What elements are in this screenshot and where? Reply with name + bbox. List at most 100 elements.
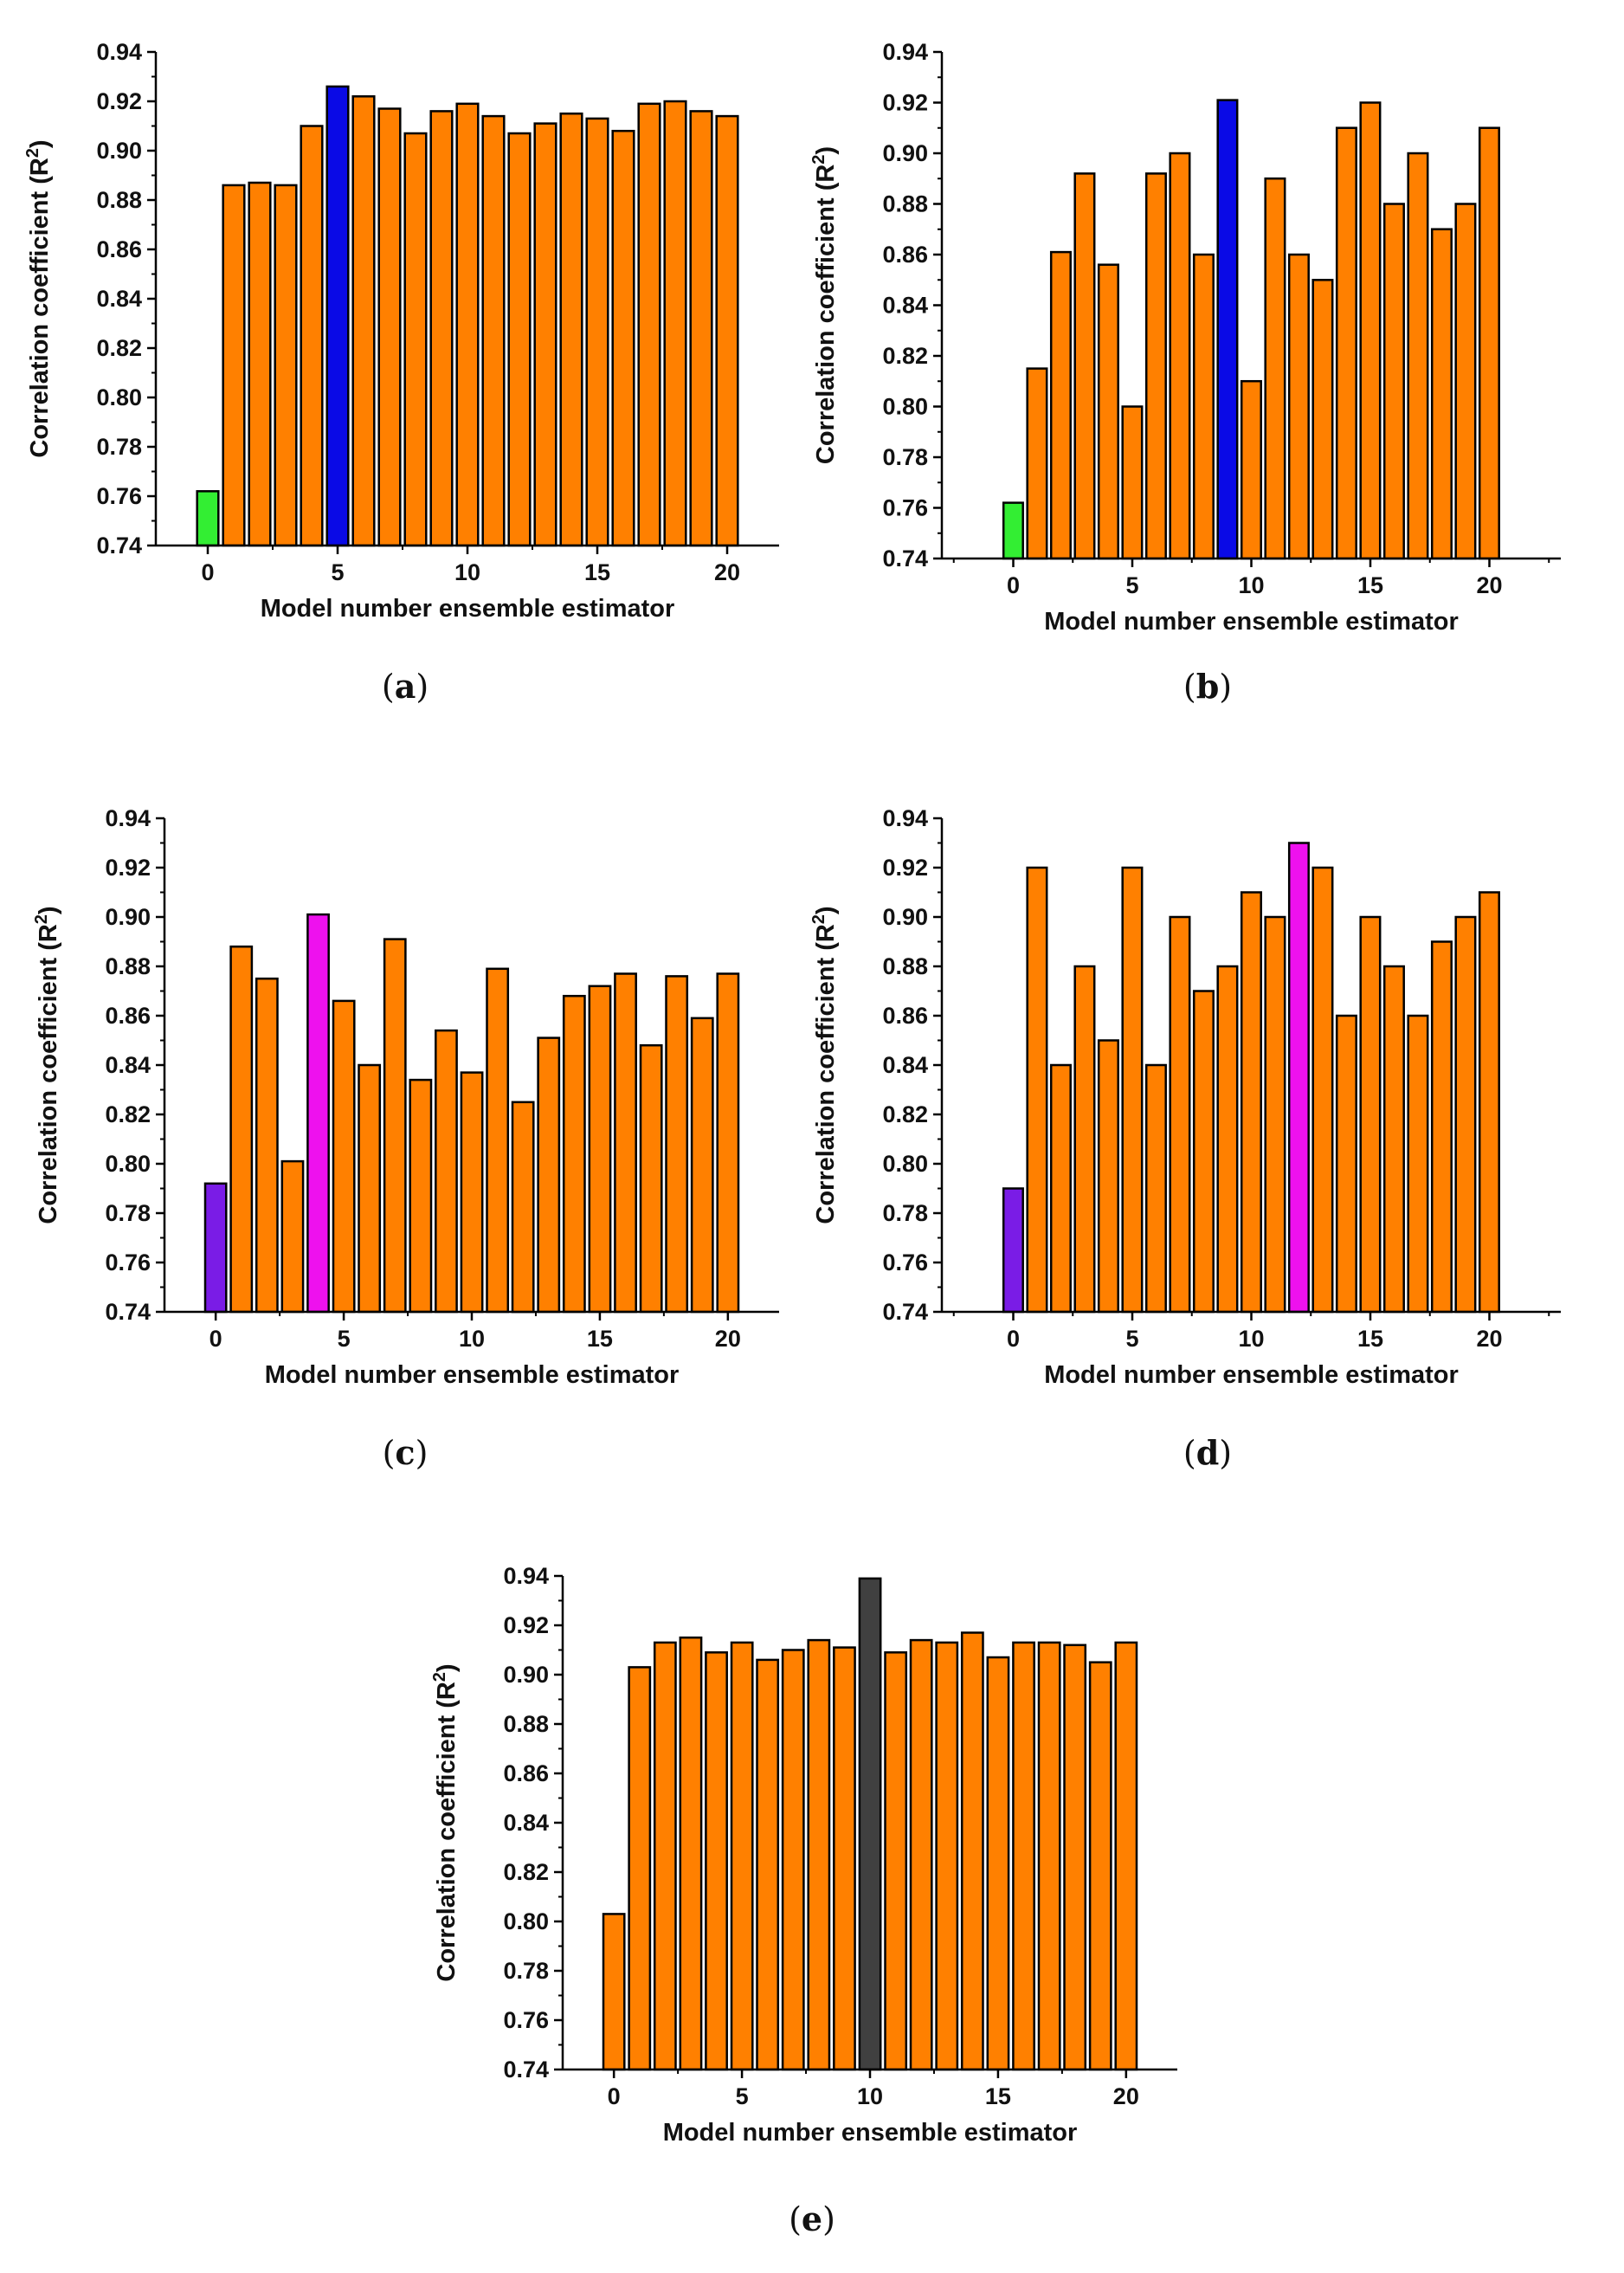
chart-e-bar-13 bbox=[935, 1641, 959, 2071]
chart-d-x-tick-label-1: 5 bbox=[1125, 1326, 1138, 1352]
chart-e-y-tick-label-6: 0.86 bbox=[503, 1760, 549, 1786]
chart-e-bar-9 bbox=[833, 1646, 856, 2071]
chart-e-bar-10 bbox=[858, 1577, 882, 2071]
chart-a-bar-8 bbox=[403, 132, 428, 547]
chart-b-y-axis-title: Correlation coefficient (R2) bbox=[809, 146, 840, 464]
chart-b-bar-17 bbox=[1407, 152, 1429, 560]
chart-e-bar-8 bbox=[807, 1638, 831, 2071]
chart-b-x-tick-label-4: 20 bbox=[1476, 572, 1502, 598]
chart-e-bar-12 bbox=[909, 1638, 933, 2071]
chart-d-bar-1 bbox=[1026, 866, 1048, 1314]
chart-e-y-tick-label-2: 0.78 bbox=[503, 1958, 549, 1984]
chart-a-y-tick-label-4: 0.82 bbox=[96, 335, 142, 361]
chart-e-bar-11 bbox=[884, 1651, 908, 2071]
chart-c-bar-2 bbox=[255, 977, 279, 1314]
chart-b-y-tick-label-9: 0.92 bbox=[882, 90, 928, 116]
chart-b-y-tick-label-0: 0.74 bbox=[882, 546, 928, 571]
chart-b-bar-10 bbox=[1240, 379, 1262, 560]
chart-d-bar-0 bbox=[1002, 1187, 1024, 1314]
chart-d-bar-2 bbox=[1049, 1063, 1072, 1314]
chart-d-y-tick-label-8: 0.90 bbox=[882, 904, 928, 930]
chart-d-x-tick-label-0: 0 bbox=[1007, 1326, 1020, 1352]
chart-c-y-tick-label-7: 0.88 bbox=[105, 953, 151, 979]
chart-b-y-tick-label-7: 0.88 bbox=[882, 191, 928, 217]
chart-d-bar-5 bbox=[1121, 866, 1144, 1314]
chart-e-bar-3 bbox=[679, 1636, 703, 2071]
chart-b-x-tick-label-3: 15 bbox=[1357, 572, 1383, 598]
chart-e-y-tick-label-0: 0.74 bbox=[503, 2057, 549, 2083]
chart-panel-e: 0.74 0.76 0.78 0.80 0.82 0.84 0.86 0.88 0.90 0.92… bbox=[407, 1541, 1219, 2165]
chart-a-x-tick-label-0: 0 bbox=[201, 559, 214, 585]
chart-a-bar-0 bbox=[196, 490, 220, 547]
chart-c-y-tick-label-1: 0.76 bbox=[105, 1250, 151, 1275]
chart-b-y-tick-label-5: 0.84 bbox=[882, 293, 928, 319]
chart-c-x-tick-label-0: 0 bbox=[209, 1326, 222, 1352]
chart-a-bar-15 bbox=[585, 117, 609, 547]
chart-d-y-tick-label-6: 0.86 bbox=[882, 1003, 928, 1029]
chart-b-bar-6 bbox=[1144, 172, 1167, 560]
bar-chart-a: 0.74 0.76 0.78 0.80 0.82 0.84 0.86 0.88 0.90 0.92… bbox=[23, 39, 779, 623]
chart-a-bar-9 bbox=[429, 110, 454, 547]
chart-c-bar-6 bbox=[358, 1063, 382, 1314]
chart-e-y-axis-title: Correlation coefficient (R2) bbox=[430, 1663, 461, 1981]
chart-a-y-tick-label-10: 0.94 bbox=[96, 39, 142, 65]
chart-d-bar-14 bbox=[1335, 1014, 1357, 1314]
chart-c-bar-15 bbox=[588, 985, 612, 1314]
chart-d-bar-3 bbox=[1073, 965, 1096, 1314]
chart-d-y-tick-label-5: 0.84 bbox=[882, 1052, 928, 1078]
chart-c-bar-3 bbox=[280, 1159, 305, 1314]
chart-b-bar-7 bbox=[1169, 152, 1191, 560]
chart-e-y-tick-label-3: 0.80 bbox=[503, 1908, 549, 1934]
chart-d-bar-4 bbox=[1097, 1039, 1119, 1314]
chart-c-x-axis-title: Model number ensemble estimator bbox=[265, 1361, 680, 1389]
chart-a-y-tick-label-7: 0.88 bbox=[96, 187, 142, 213]
chart-a-y-tick-label-2: 0.78 bbox=[96, 434, 142, 460]
caption-a: (a) bbox=[381, 667, 429, 706]
caption-e: (e) bbox=[789, 2199, 835, 2238]
chart-c-bar-4 bbox=[306, 913, 330, 1314]
chart-c-bar-17 bbox=[639, 1043, 663, 1314]
chart-e-bar-15 bbox=[986, 1656, 1010, 2071]
chart-b-x-axis-title: Model number ensemble estimator bbox=[1044, 608, 1459, 636]
chart-e-bar-19 bbox=[1088, 1661, 1112, 2071]
chart-a-x-axis-title: Model number ensemble estimator bbox=[261, 595, 675, 623]
chart-a-x-tick-label-2: 10 bbox=[454, 559, 480, 585]
chart-a-y-tick-label-1: 0.76 bbox=[96, 483, 142, 509]
chart-b-bar-19 bbox=[1454, 203, 1477, 560]
chart-a-bar-17 bbox=[637, 102, 661, 547]
chart-b-bar-4 bbox=[1097, 263, 1119, 560]
chart-a-x-tick-label-4: 20 bbox=[714, 559, 740, 585]
chart-b-bar-1 bbox=[1026, 367, 1048, 560]
caption-b: (b) bbox=[1183, 667, 1233, 706]
chart-e-y-tick-label-8: 0.90 bbox=[503, 1662, 549, 1688]
chart-panel-d: 0.74 0.76 0.78 0.80 0.82 0.84 0.86 0.88 0.90 0.92… bbox=[809, 784, 1624, 1407]
chart-c-bar-13 bbox=[537, 1036, 561, 1314]
chart-b-bar-9 bbox=[1216, 99, 1239, 560]
chart-e-bar-20 bbox=[1114, 1641, 1138, 2071]
chart-b-bar-0 bbox=[1002, 501, 1024, 560]
chart-e-y-tick-label-7: 0.88 bbox=[503, 1711, 549, 1737]
chart-a-y-tick-label-0: 0.74 bbox=[96, 533, 142, 559]
chart-d-y-tick-label-1: 0.76 bbox=[882, 1250, 928, 1275]
chart-d-bar-9 bbox=[1216, 965, 1239, 1314]
chart-d-y-tick-label-7: 0.88 bbox=[882, 953, 928, 979]
chart-c-x-tick-label-1: 5 bbox=[338, 1326, 351, 1352]
chart-e-y-tick-label-9: 0.92 bbox=[503, 1612, 549, 1638]
chart-d-y-tick-label-0: 0.74 bbox=[882, 1299, 928, 1325]
chart-b-bar-2 bbox=[1049, 250, 1072, 560]
chart-a-bar-19 bbox=[689, 110, 713, 547]
chart-c-y-tick-label-5: 0.84 bbox=[105, 1052, 151, 1078]
chart-c-x-tick-label-4: 20 bbox=[715, 1326, 741, 1352]
chart-e-y-tick-label-4: 0.82 bbox=[503, 1859, 549, 1885]
chart-e-bar-5 bbox=[730, 1641, 754, 2071]
bar-chart-d: 0.74 0.76 0.78 0.80 0.82 0.84 0.86 0.88 0.90 0.92… bbox=[809, 805, 1561, 1389]
chart-b-bar-13 bbox=[1311, 279, 1334, 560]
chart-c-x-tick-label-3: 15 bbox=[587, 1326, 613, 1352]
chart-e-x-tick-label-2: 10 bbox=[857, 2083, 883, 2109]
chart-a-bar-16 bbox=[611, 129, 635, 547]
chart-b-y-tick-label-6: 0.86 bbox=[882, 242, 928, 268]
chart-c-y-tick-label-0: 0.74 bbox=[105, 1299, 151, 1325]
chart-c-bar-1 bbox=[229, 945, 254, 1314]
chart-a-bar-20 bbox=[715, 114, 739, 547]
chart-e-x-tick-label-1: 5 bbox=[736, 2083, 749, 2109]
